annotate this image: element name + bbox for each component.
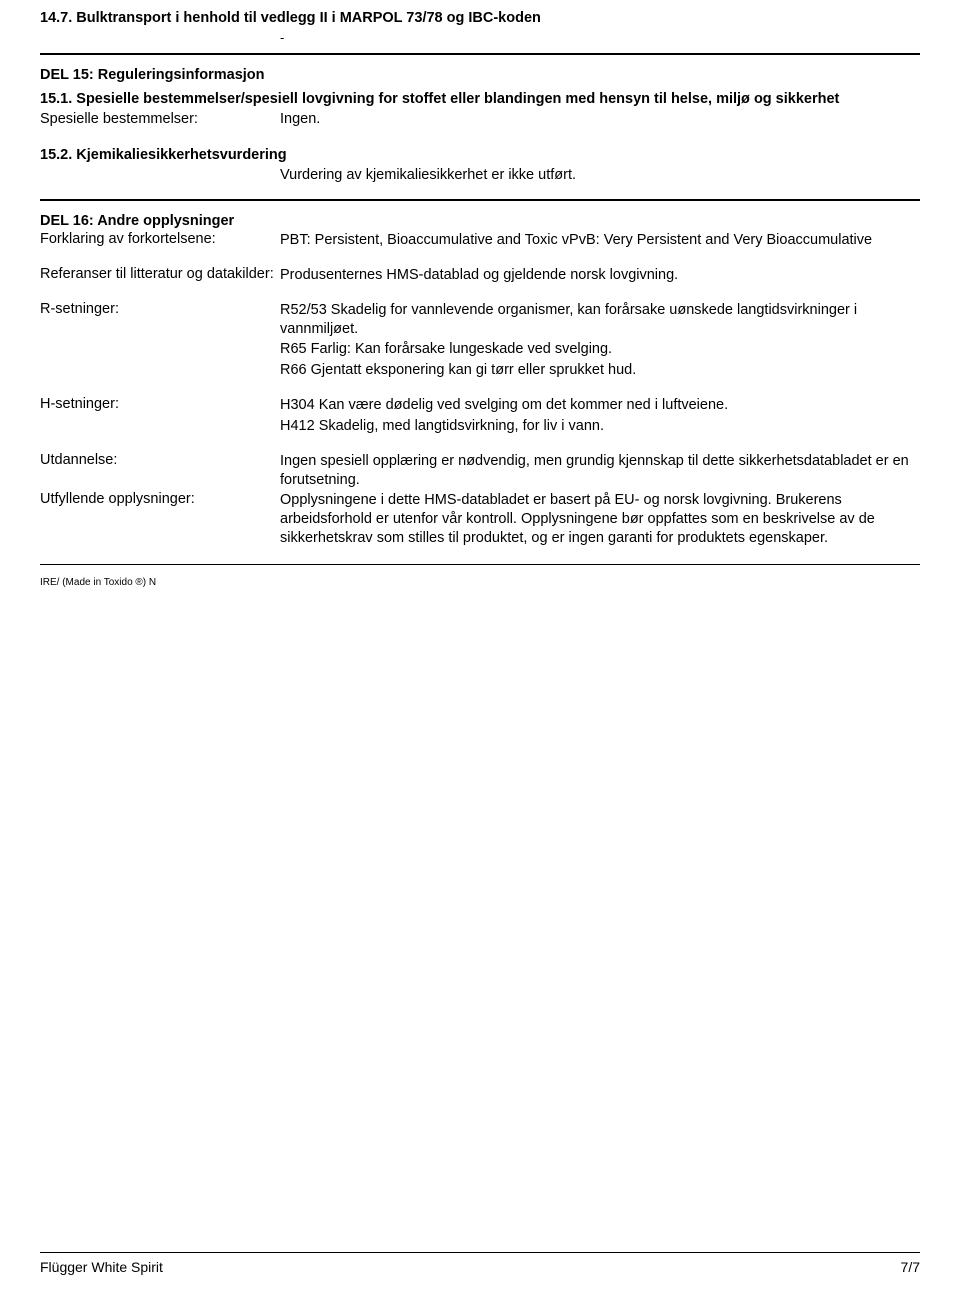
referanser-label: Referanser til litteratur og datakilder: [40,266,280,287]
divider [40,199,920,201]
del16-heading: DEL 16: Andre opplysninger [40,213,920,229]
del15-heading: DEL 15: Reguleringsinformasjon [40,67,920,83]
text: R66 Gjentatt eksponering kan gi tørr ell… [280,361,920,380]
section-15-2-title: 15.2. Kjemikaliesikkerhetsvurdering [40,147,920,163]
forklaring-label: Forklaring av forkortelsene: [40,231,280,252]
utdannelse-value: Ingen spesiell opplæring er nødvendig, m… [280,452,920,492]
utfyllende-label: Utfyllende opplysninger: [40,491,280,550]
text: Produsenternes HMS-datablad og gjeldende… [280,266,920,285]
spesielle-value: Ingen. [280,111,920,127]
h-setninger-label: H-setninger: [40,396,280,438]
page-footer: Flügger White Spirit 7/7 [40,1252,920,1275]
text: H412 Skadelig, med langtidsvirkning, for… [280,417,920,436]
text: H304 Kan være dødelig ved svelging om de… [280,396,920,415]
referanser-value: Produsenternes HMS-datablad og gjeldende… [280,266,920,287]
footer-product: Flügger White Spirit [40,1259,163,1275]
footer-page: 7/7 [901,1259,920,1275]
text: R52/53 Skadelig for vannlevende organism… [280,301,920,339]
divider [40,53,920,55]
text: Ingen spesiell opplæring er nødvendig, m… [280,452,920,490]
h-setninger-value: H304 Kan være dødelig ved svelging om de… [280,396,920,438]
text: Opplysningene i dette HMS-databladet er … [280,491,920,548]
footer-divider [40,1252,920,1253]
forklaring-value: PBT: Persistent, Bioaccumulative and Tox… [280,231,920,252]
section-15-2-value: Vurdering av kjemikaliesikkerhet er ikke… [40,167,920,183]
divider [40,564,920,565]
section-14-7-title: 14.7. Bulktransport i henhold til vedleg… [40,10,920,26]
utdannelse-label: Utdannelse: [40,452,280,492]
section-14-7-dash: - [40,30,920,45]
text: R65 Farlig: Kan forårsake lungeskade ved… [280,340,920,359]
utfyllende-value: Opplysningene i dette HMS-databladet er … [280,491,920,550]
r-setninger-value: R52/53 Skadelig for vannlevende organism… [280,301,920,382]
section-15-1-title: 15.1. Spesielle bestemmelser/spesiell lo… [40,91,920,107]
text: PBT: Persistent, Bioaccumulative and Tox… [280,231,920,250]
spesielle-label: Spesielle bestemmelser: [40,111,280,127]
small-note: IRE/ (Made in Toxido ®) N [40,577,920,588]
r-setninger-label: R-setninger: [40,301,280,382]
